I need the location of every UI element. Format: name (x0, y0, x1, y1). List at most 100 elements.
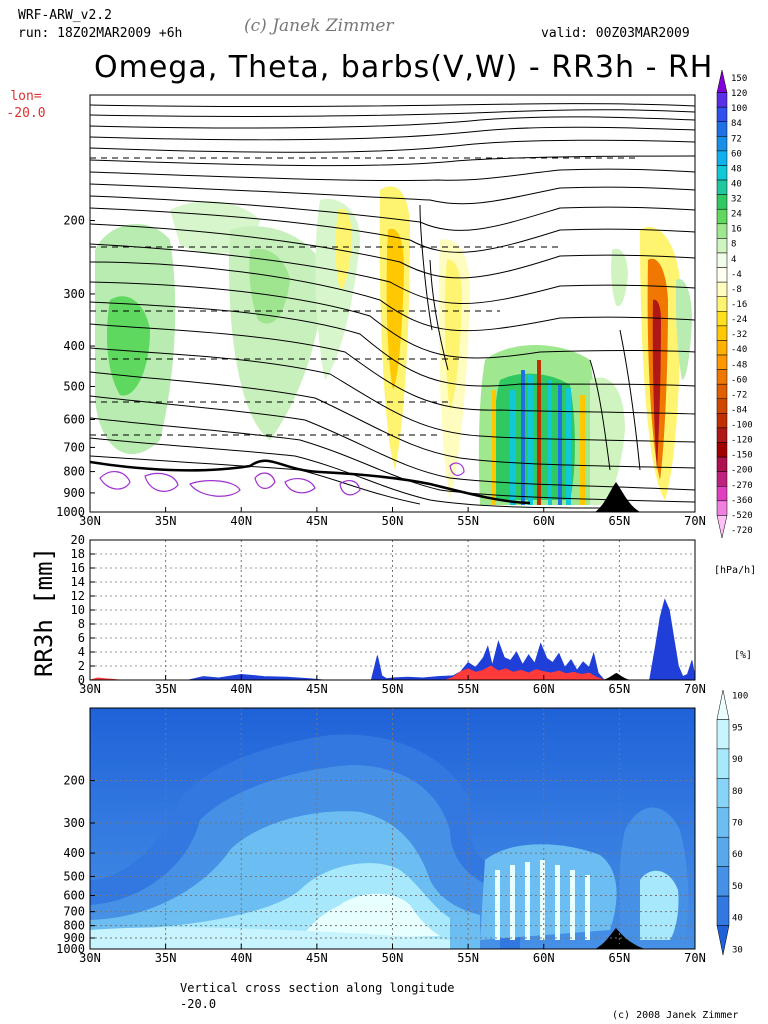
x-tick-label: 45N (306, 682, 328, 696)
caption-line2: -20.0 (180, 997, 216, 1011)
colorbar-swatch (716, 456, 728, 472)
run-label: run: 18Z02MAR2009 +6h (18, 26, 183, 41)
y-tick-label: 800 (63, 465, 85, 479)
colorbar-swatch (716, 778, 730, 809)
x-tick-label: 70N (684, 951, 706, 965)
colorbar-swatch (716, 807, 730, 838)
x-tick-label: 30N (79, 514, 101, 528)
y-tick-label: 16 (71, 561, 85, 575)
colorbar-swatch (716, 719, 730, 750)
x-tick-label: 30N (79, 682, 101, 696)
copyright-top: (c) Janek Zimmer (244, 16, 394, 36)
x-tick-label: 35N (155, 951, 177, 965)
colorbar-label: 24 (731, 210, 742, 220)
colorbar-swatch (716, 267, 728, 283)
y-tick-label: 400 (63, 846, 85, 860)
y-tick-label: 700 (63, 440, 85, 454)
colorbar-label: 32 (731, 195, 742, 205)
terrain-peak (602, 673, 631, 680)
colorbar-label: 70 (732, 819, 743, 829)
colorbar-swatch (716, 866, 730, 897)
colorbar-label: -48 (731, 360, 747, 370)
omega-area (444, 259, 462, 410)
x-tick-label: 40N (230, 951, 252, 965)
omega-area (107, 296, 150, 396)
colorbar-swatch (716, 398, 728, 414)
x-tick-label: 35N (155, 514, 177, 528)
colorbar-swatch (716, 369, 728, 385)
colorbar-swatch (716, 238, 728, 254)
theta-contours (90, 103, 695, 509)
x-tick-label: 60N (533, 514, 555, 528)
y-tick-label: 20 (71, 533, 85, 547)
omega-area (493, 373, 575, 500)
y-tick-label: 900 (63, 486, 85, 500)
colorbar-swatch (716, 121, 728, 137)
colorbar-swatch (716, 325, 728, 341)
valid-time-label: valid: 00Z03MAR2009 (541, 26, 690, 41)
colorbar-swatch (716, 179, 728, 195)
precip-grid (90, 540, 695, 680)
x-tick-label: 60N (533, 951, 555, 965)
colorbar-label: -32 (731, 330, 747, 340)
terrain-peak (595, 482, 640, 512)
colorbar-label: 84 (731, 119, 742, 129)
colorbar-label: -720 (731, 526, 753, 536)
colorbar-label: 100 (731, 104, 747, 114)
x-tick-label: 45N (306, 514, 328, 528)
colorbar-label: 72 (731, 134, 742, 144)
colorbar-label: -24 (731, 315, 747, 325)
colorbar-label: 8 (731, 240, 736, 250)
colorbar-label: 80 (732, 787, 743, 797)
omega-x-axis: 30N 35N 40N 45N 50N 55N 60N 65N 70N (79, 507, 706, 528)
x-tick-label: 65N (609, 951, 631, 965)
colorbar-label: -4 (731, 270, 742, 280)
x-tick-label: 40N (230, 682, 252, 696)
colorbar-label: 150 (731, 74, 747, 84)
colorbar-swatch (716, 150, 728, 166)
colorbar-swatch (716, 442, 728, 458)
omega-area (249, 248, 290, 324)
caption-line1: Vertical cross section along longitude (180, 981, 455, 995)
y-tick-label: 14 (71, 575, 85, 589)
omega-area (590, 377, 625, 505)
x-tick-label: 65N (609, 682, 631, 696)
x-tick-label: 30N (79, 951, 101, 965)
x-tick-label: 50N (382, 514, 404, 528)
colorbar-label: 60 (731, 149, 742, 159)
colorbar-label: -150 (731, 451, 753, 461)
colorbar-swatch (716, 427, 728, 443)
wind-barb-rows (90, 157, 640, 436)
footer-copyright: (c) 2008 Janek Zimmer (612, 1010, 738, 1021)
x-tick-label: 40N (230, 514, 252, 528)
colorbar-label: 40 (731, 179, 742, 189)
colorbar-swatch (716, 486, 728, 502)
colorbar-swatch (716, 836, 730, 867)
precip-x-axis: 30N 35N 40N 45N 50N 55N 60N 65N 70N (79, 675, 706, 696)
x-tick-label: 60N (533, 682, 555, 696)
colorbar-label: 48 (731, 164, 742, 174)
x-tick-label: 50N (382, 682, 404, 696)
colorbar-swatch (716, 895, 730, 926)
y-tick-label: 300 (63, 287, 85, 301)
precip-y-label: RR3h [mm] (30, 547, 58, 677)
x-tick-label: 45N (306, 951, 328, 965)
colorbar-swatch (716, 748, 730, 779)
y-tick-label: 500 (63, 379, 85, 393)
colorbar-swatch (716, 165, 728, 181)
colorbar-label: 100 (732, 692, 748, 702)
y-tick-label: 8 (78, 617, 85, 631)
colorbar-label: 120 (731, 89, 747, 99)
colorbar-label: -100 (731, 421, 753, 431)
colorbar-label: 60 (732, 850, 743, 860)
rh-colorbar: 100 95 90 80 70 60 50 40 30 (716, 689, 748, 955)
terrain-peak (595, 928, 645, 949)
colorbar-swatch (716, 281, 728, 297)
x-tick-label: 70N (684, 514, 706, 528)
colorbar-swatch (716, 106, 728, 122)
colorbar-label: 16 (731, 225, 742, 235)
colorbar-label: -200 (731, 466, 753, 476)
y-tick-label: 200 (63, 774, 85, 788)
